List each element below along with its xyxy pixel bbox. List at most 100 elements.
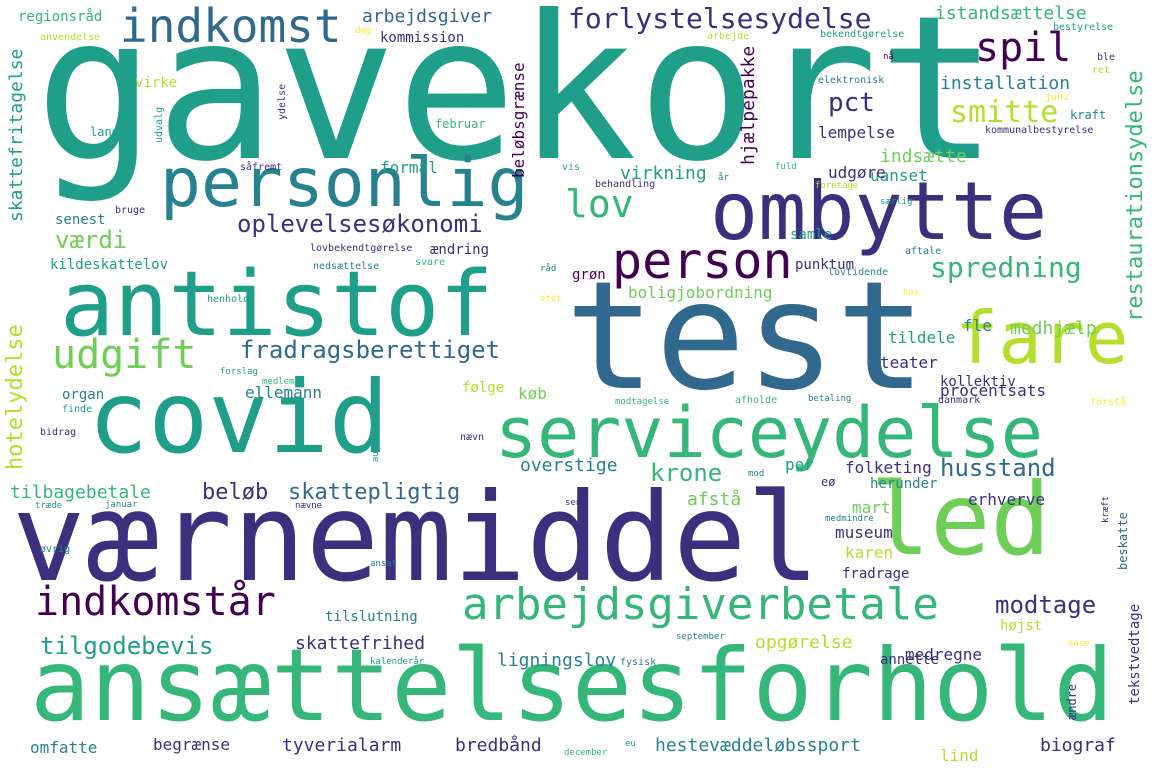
word-lov: lov	[565, 182, 634, 226]
word-bredbaand: bredbånd	[455, 735, 542, 756]
word-fare: fare	[955, 296, 1129, 380]
word-groen: grøn	[572, 267, 606, 283]
word-herunder: herunder	[870, 476, 938, 492]
word-vaerdi: værdi	[55, 226, 128, 254]
word-spil: spil	[975, 25, 1072, 71]
word-naevne: nævne	[295, 501, 323, 511]
word-gavekort: gavekort	[35, 0, 999, 206]
word-foelge: følge	[462, 380, 505, 396]
word-test: test	[565, 250, 927, 424]
word-behandling: behandling	[595, 179, 656, 190]
word-oevrig: øvrig	[40, 544, 71, 555]
word-august: august	[371, 429, 381, 462]
word-krone: krone	[650, 459, 723, 487]
word-organ: organ	[62, 387, 105, 403]
word-svare: svare	[415, 257, 446, 268]
word-ligningslov: ligningslov	[497, 650, 617, 671]
word-begraense: begrænse	[153, 735, 231, 754]
word-tilgodebevis: tilgodebevis	[40, 632, 214, 660]
word-arbejdsgiver: arbejdsgiver	[362, 6, 493, 27]
word-antistof: antistof	[60, 252, 494, 357]
word-land: land	[90, 125, 119, 139]
word-traede: træde	[35, 501, 63, 511]
word-ombytte: ombytte	[710, 165, 1048, 258]
word-februar: februar	[435, 117, 486, 131]
word-husstand: husstand	[940, 454, 1056, 482]
word-ellemann: ellemann	[245, 383, 323, 402]
word-skattefrihed: skattefrihed	[295, 633, 426, 654]
word-procentsats: procentsats	[940, 381, 1046, 400]
word-personlig: personlig	[160, 144, 529, 223]
word-bestyrelse: bestyrelse	[1053, 22, 1114, 33]
word-fle: fle	[963, 316, 992, 335]
word-elektronisk: elektronisk	[818, 75, 885, 86]
word-installation: installation	[940, 73, 1071, 94]
word-vaernemiddel: værnemiddel	[12, 467, 820, 609]
word-forstaa: forstå	[1090, 397, 1127, 408]
word-saerlig: særlig	[880, 197, 913, 207]
word-serviceydelse: serviceydelse	[495, 392, 1043, 474]
word-beskatte: beskatte	[1116, 512, 1130, 570]
word-betaling: betaling	[808, 394, 852, 404]
word-senest: senest	[55, 212, 106, 228]
word-lind: lind	[940, 746, 979, 765]
word-september: september	[676, 632, 725, 642]
word-vis: vis	[562, 162, 581, 173]
word-aar: år	[718, 173, 729, 183]
word-karen: karen	[845, 543, 894, 562]
word-restaurationsydelse: restaurationsydelse	[1123, 70, 1148, 322]
word-anse: anse	[1068, 639, 1090, 649]
word-skattefritagelse: skattefritagelse	[6, 48, 27, 222]
word-indkomstaar: indkomstår	[35, 579, 276, 625]
word-ble: ble	[1097, 52, 1116, 63]
word-opgoerelse: opgørelse	[755, 632, 853, 653]
word-kommission: kommission	[380, 30, 465, 46]
word-ansat: ansat	[370, 559, 398, 569]
word-januar: januar	[105, 500, 138, 510]
word-sen: sen	[565, 498, 582, 508]
word-teater: teater	[880, 353, 938, 372]
word-nedsaettelse: nedsættelse	[313, 261, 380, 272]
word-aendring: ændring	[430, 242, 490, 258]
word-anvendelse: anvendelse	[40, 32, 101, 43]
word-udvalg: udvalg	[154, 106, 165, 143]
word-erhverve: erhverve	[968, 490, 1046, 509]
word-smitte: smitte	[950, 95, 1059, 130]
word-fradrage: fradrage	[842, 566, 910, 582]
word-indsaette: indsætte	[880, 146, 967, 167]
word-december: december	[564, 748, 608, 758]
word-skattepligtig: skattepligtig	[288, 480, 461, 505]
word-tildele: tildele	[888, 328, 956, 347]
word-arbejdsgiverbetale: arbejdsgiverbetale	[462, 579, 939, 630]
word-museum: museum	[835, 523, 893, 542]
word-mod: mod	[748, 469, 765, 479]
word-kildeskattelov: kildeskattelov	[50, 257, 169, 273]
word-folketing: folketing	[845, 458, 932, 477]
word-henhold: henhold	[207, 294, 250, 305]
word-virke: virke	[135, 75, 178, 91]
word-modtagelse: modtagelse	[615, 397, 670, 407]
word-dag: dag	[355, 26, 372, 36]
word-omfatte: omfatte	[30, 738, 98, 757]
word-afholde: afholde	[735, 395, 778, 406]
word-stet: stet	[540, 294, 562, 304]
word-oplevelsesoekonomi: oplevelsesøkonomi	[237, 210, 483, 238]
word-punktum: punktum	[795, 257, 855, 273]
word-ydelse: ydelse	[277, 83, 288, 120]
word-covid: covid	[88, 359, 390, 476]
word-fysisk: fysisk	[620, 657, 657, 668]
word-hoejst: højst	[1000, 618, 1043, 634]
word-foretage: foretage	[815, 181, 859, 191]
word-koeb: køb	[518, 384, 547, 403]
word-danmark: danmark	[938, 395, 981, 406]
word-beloeb: beløb	[202, 480, 269, 505]
word-per: per	[785, 455, 814, 474]
word-kollektiv: kollektiv	[940, 374, 1016, 390]
word-lempelse: lempelse	[818, 123, 896, 142]
word-modtage: modtage	[995, 591, 1097, 619]
word-beloebsgraense: beløbsgrænse	[509, 62, 528, 178]
word-uanset: uanset	[870, 166, 928, 185]
word-overstige: overstige	[520, 455, 618, 476]
word-tyverialarm: tyverialarm	[282, 735, 402, 756]
word-udgift: udgift	[52, 332, 197, 378]
